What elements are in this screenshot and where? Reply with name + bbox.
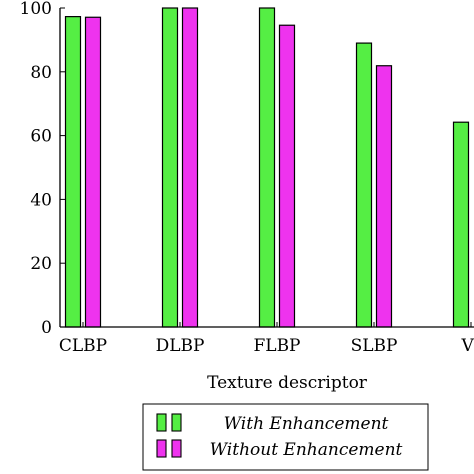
bar-clbp-series-2 (84, 16, 102, 328)
legend-box (142, 403, 429, 471)
bars-group (64, 7, 470, 328)
bar-flbp-series-2 (278, 24, 296, 328)
x-tick-label-clbp: CLBP (59, 336, 107, 356)
bar-vi-series-1 (452, 121, 470, 328)
y-ticks-group: 0 20 40 60 80 100 (20, 0, 65, 338)
bar-dlbp-series-2 (181, 7, 199, 328)
legend-swatch-series-1 (156, 413, 167, 432)
bar-flbp-series-1 (258, 7, 276, 328)
y-tick-label: 0 (41, 318, 52, 338)
y-tick-label: 40 (30, 190, 52, 210)
x-ticks-group: CLBP DLBP FLBP SLBP VI (59, 322, 474, 356)
legend-swatch-series-2 (156, 439, 167, 458)
legend-swatch-series-1 (171, 413, 182, 432)
y-tick-label: 80 (30, 63, 52, 83)
x-tick-label-vi: VI (461, 336, 474, 356)
x-tick-label-dlbp: DLBP (156, 336, 205, 356)
bar-slbp-series-2 (375, 65, 393, 328)
legend: With Enhancement Without Enhancement (142, 403, 429, 471)
x-axis-label: Texture descriptor (207, 373, 368, 393)
bar-dlbp-series-1 (161, 7, 179, 328)
x-tick-label-flbp: FLBP (253, 336, 300, 356)
legend-label-series-1: With Enhancement (224, 414, 389, 434)
axes-group (59, 8, 474, 328)
legend-label-series-2: Without Enhancement (210, 440, 403, 460)
legend-swatch-series-2 (171, 439, 182, 458)
bar-clbp-series-1 (64, 16, 82, 328)
x-tick-label-slbp: SLBP (351, 336, 398, 356)
y-tick-label: 20 (30, 254, 52, 274)
y-tick-label: 100 (20, 0, 52, 19)
y-tick-label: 60 (30, 127, 52, 147)
bar-slbp-series-1 (355, 42, 373, 328)
